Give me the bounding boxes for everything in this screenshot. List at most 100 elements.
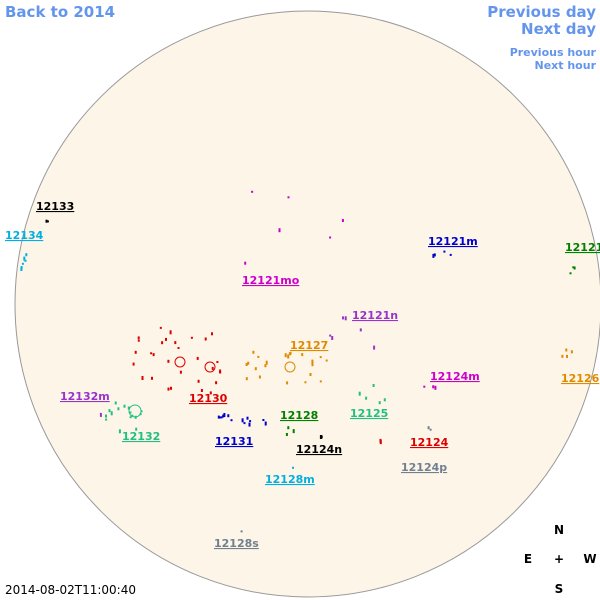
sunspot-dot: [134, 350, 137, 354]
sunspot-dot: [152, 353, 155, 357]
sunspot-dot: [140, 410, 143, 413]
sunspot-dot: [167, 359, 170, 363]
region-label[interactable]: 12121n: [352, 309, 398, 322]
sunspot-dot: [129, 416, 132, 419]
compass-east: E: [524, 552, 532, 566]
sunspot-dot: [246, 416, 249, 420]
sunspot-dot: [309, 373, 312, 376]
region-label[interactable]: 12124: [410, 436, 449, 449]
sunspot-dot: [167, 387, 170, 391]
sunspot-dot: [265, 360, 268, 365]
region-label[interactable]: 12127: [290, 339, 328, 352]
compass-north: N: [554, 523, 564, 537]
sunspot-dot: [329, 236, 332, 239]
sunspot-dot: [565, 348, 568, 352]
sunspot-dot: [285, 433, 288, 436]
sunspot-dot: [150, 352, 153, 355]
sunspot-dot: [211, 332, 213, 336]
sunspot-dot: [241, 418, 244, 423]
region-label[interactable]: 12133: [36, 200, 74, 213]
sunspot-dot: [319, 435, 322, 439]
sunspot-dot: [342, 316, 344, 320]
region-label[interactable]: 12121: [565, 241, 600, 254]
sunspot-dot: [372, 384, 375, 387]
sunspot-dot: [258, 375, 261, 379]
sunspot-dot: [230, 419, 233, 422]
back-link[interactable]: Back to 2014: [5, 3, 115, 21]
sunspot-dot: [429, 428, 432, 431]
sunspot-dot: [105, 418, 108, 421]
sunspot-dot: [117, 407, 120, 411]
previous-day-link[interactable]: Previous day: [487, 3, 596, 21]
sunspot-ring: [284, 361, 296, 373]
sunspot-dot: [288, 352, 291, 356]
region-label[interactable]: 12134: [5, 229, 44, 242]
sunspot-dot: [137, 336, 140, 340]
sunspot-dot: [379, 440, 382, 445]
sunspot-dot: [219, 371, 222, 374]
sunspot-dot: [449, 253, 452, 256]
sunspot-dot: [443, 250, 446, 253]
sunspot-dot: [165, 337, 167, 341]
region-label[interactable]: 12124m: [430, 370, 480, 383]
region-label[interactable]: 12128: [280, 409, 318, 422]
sunspot-dot: [287, 354, 290, 359]
sunspot-dot: [249, 420, 252, 423]
region-label[interactable]: 12121mo: [242, 274, 300, 287]
sunspot-dot: [344, 316, 347, 321]
sunspot-dot: [20, 267, 23, 271]
region-label[interactable]: 12126: [561, 372, 600, 385]
sunspot-dot: [311, 359, 314, 364]
sunspot-dot: [247, 361, 250, 365]
sunspot-dot: [215, 381, 218, 385]
sunspot-dot: [151, 376, 153, 380]
sunspot-dot: [433, 253, 436, 257]
next-day-link[interactable]: Next day: [521, 20, 596, 38]
sunspot-dot: [434, 385, 437, 390]
sunspot-dot: [245, 377, 248, 381]
region-label[interactable]: 12130: [189, 392, 228, 405]
sunspot-dot: [292, 466, 294, 469]
region-label[interactable]: 12131: [215, 435, 253, 448]
sunspot-dot: [211, 366, 214, 370]
sunspot-dot: [287, 426, 290, 430]
sunspot-dot: [105, 414, 107, 418]
region-label[interactable]: 12121m: [428, 235, 478, 248]
region-label[interactable]: 12125: [350, 407, 388, 420]
region-label[interactable]: 12132m: [60, 390, 110, 403]
sunspot-dot: [161, 341, 164, 345]
sunspot-dot: [278, 228, 281, 233]
previous-hour-link[interactable]: Previous hour: [510, 46, 597, 59]
sunspot-dot: [46, 220, 49, 223]
sunspot-dot: [378, 401, 381, 405]
sunspot-dot: [177, 347, 180, 349]
sunspot-dot: [561, 354, 564, 358]
next-hour-link[interactable]: Next hour: [535, 59, 597, 72]
region-label[interactable]: 12124n: [296, 443, 342, 456]
sunspot-dot: [432, 253, 435, 258]
sunspot-dot: [220, 416, 223, 419]
sunspot-dot: [573, 266, 576, 270]
sunspot-dot: [204, 337, 207, 341]
sunspot-dot: [287, 196, 290, 199]
sunspot-dot: [427, 426, 430, 430]
sunspot-dot: [570, 350, 573, 354]
sunspot-dot: [254, 367, 257, 371]
sunspot-dot: [21, 262, 24, 265]
sunspot-dot: [197, 379, 200, 383]
region-label[interactable]: 12124p: [401, 461, 447, 474]
sunspot-dot: [331, 336, 334, 340]
sunspot-ring: [174, 356, 186, 368]
region-label[interactable]: 12128m: [265, 473, 315, 486]
sunspot-dot: [108, 409, 111, 413]
sunspot-dot: [244, 261, 247, 265]
sunspot-dot: [209, 391, 212, 395]
compass-center: +: [554, 552, 564, 566]
sunspot-dot: [216, 361, 219, 363]
sunspot-dot: [251, 190, 254, 193]
sunspot-dot: [264, 364, 267, 368]
region-label[interactable]: 12132: [122, 430, 160, 443]
sunspot-dot: [292, 429, 295, 434]
region-label[interactable]: 12128s: [214, 537, 259, 550]
